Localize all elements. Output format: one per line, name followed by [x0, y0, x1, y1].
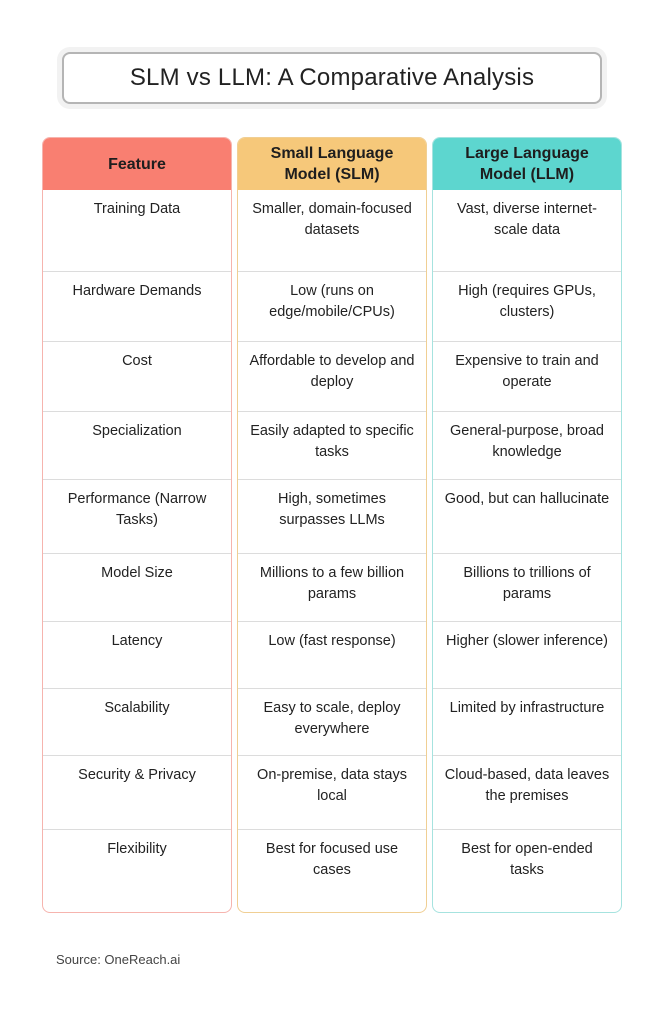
slm-cell: Easy to scale, deploy everywhere — [238, 688, 426, 755]
llm-cell: General-purpose, broad knowledge — [433, 411, 621, 479]
feature-cell: Specialization — [43, 411, 231, 479]
llm-cell: Expensive to train and operate — [433, 341, 621, 411]
llm-header: Large Language Model (LLM) — [433, 138, 621, 190]
feature-cell: Training Data — [93, 201, 181, 217]
slm-header: Small Language Model (SLM) — [238, 138, 426, 190]
llm-cell: Cloud-based, data leaves the premises — [433, 755, 621, 829]
source-note: Source: OneReach.ai — [56, 952, 181, 967]
slm-cell: High, sometimes surpasses LLMs — [238, 479, 426, 553]
llm-cell: Good, but can hallucinate — [433, 479, 621, 553]
feature-cell: Cost — [43, 341, 231, 411]
llm-cell: High (requires GPUs, clusters) — [433, 271, 621, 341]
slm-cell: Low (fast response) — [238, 621, 426, 688]
slm-cell: Best for focused use cases — [238, 829, 426, 912]
llm-cell: Limited by infrastructure — [433, 688, 621, 755]
slm-cell: Smaller, domain-focused datasets — [252, 201, 412, 238]
feature-column: Feature Training Data Hardware Demands C… — [42, 137, 232, 913]
slm-cell: Millions to a few billion params — [238, 553, 426, 621]
slm-cell: Low (runs on edge/mobile/CPUs) — [238, 271, 426, 341]
title-box: SLM vs LLM: A Comparative Analysis — [62, 52, 602, 104]
llm-cell: Vast, diverse internet-scale data — [457, 201, 597, 238]
feature-cell: Model Size — [43, 553, 231, 621]
page-title: SLM vs LLM: A Comparative Analysis — [129, 64, 535, 91]
feature-cell: Scalability — [43, 688, 231, 755]
slm-column: Small Language Model (SLM) Smaller, doma… — [237, 137, 427, 913]
llm-cell: Higher (slower inference) — [433, 621, 621, 688]
feature-cell: Flexibility — [43, 829, 231, 912]
llm-cell: Best for open-ended tasks — [433, 829, 621, 912]
feature-header: Feature — [43, 138, 231, 190]
slm-cell: On-premise, data stays local — [238, 755, 426, 829]
feature-cell: Performance (Narrow Tasks) — [43, 479, 231, 553]
feature-cell: Security & Privacy — [43, 755, 231, 829]
slm-cell: Affordable to develop and deploy — [238, 341, 426, 411]
feature-cell: Latency — [43, 621, 231, 688]
llm-column: Large Language Model (LLM) Vast, diverse… — [432, 137, 622, 913]
slm-cell: Easily adapted to specific tasks — [238, 411, 426, 479]
llm-cell: Billions to trillions of params — [433, 553, 621, 621]
feature-cell: Hardware Demands — [43, 271, 231, 341]
